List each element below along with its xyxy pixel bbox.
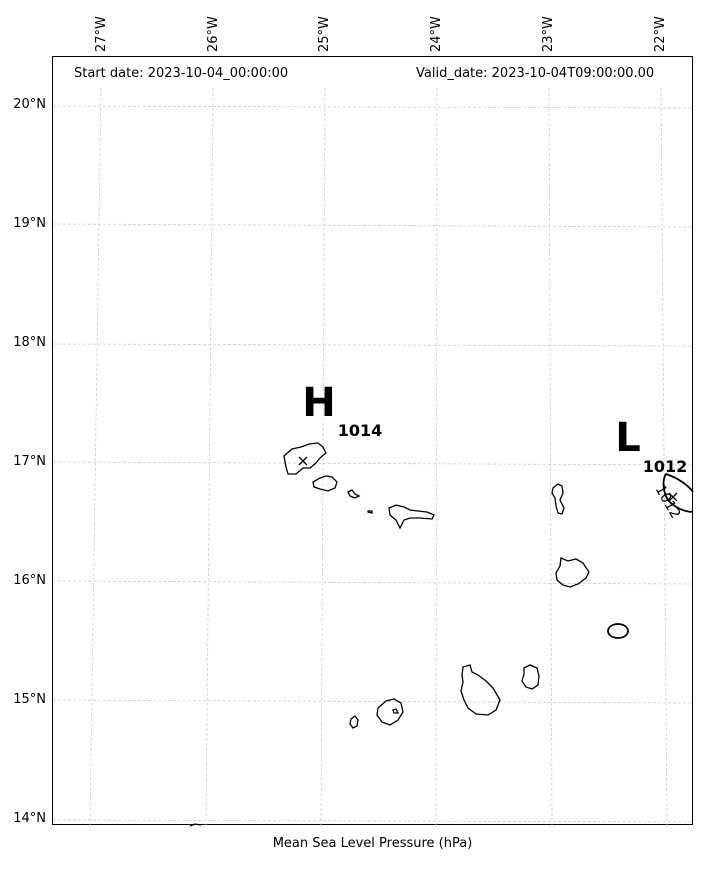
map-caption: Mean Sea Level Pressure (hPa) bbox=[272, 836, 473, 851]
map-frame bbox=[52, 56, 693, 825]
valid-date-label: Valid_date: 2023-10-04T09:00:00.00 bbox=[416, 66, 655, 81]
latitude-label-19n: 19°N bbox=[13, 216, 46, 231]
start-date-label: Start date: 2023-10-04_00:00:00 bbox=[74, 66, 289, 81]
latitude-label-16n: 16°N bbox=[13, 573, 46, 588]
latitude-label-15n: 15°N bbox=[13, 692, 46, 707]
longitude-label-24w: 24°W bbox=[429, 16, 444, 52]
longitude-label-22w: 22°W bbox=[653, 16, 668, 52]
longitude-label-25w: 25°W bbox=[317, 16, 332, 52]
longitude-label-26w: 26°W bbox=[206, 16, 221, 52]
latitude-label-17n: 17°N bbox=[13, 454, 46, 469]
latitude-label-18n: 18°N bbox=[13, 335, 46, 350]
longitude-label-27w: 27°W bbox=[94, 16, 109, 52]
latitude-label-14n: 14°N bbox=[13, 811, 46, 826]
longitude-label-23w: 23°W bbox=[541, 16, 556, 52]
latitude-label-20n: 20°N bbox=[13, 97, 46, 112]
